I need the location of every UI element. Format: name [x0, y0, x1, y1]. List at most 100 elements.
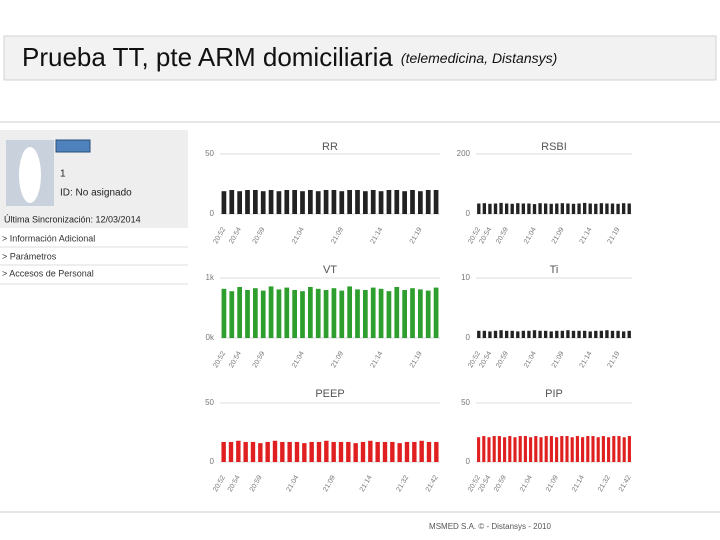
bar — [627, 436, 631, 462]
bar — [591, 436, 595, 462]
title-sub: (telemedicina, Distansys) — [401, 50, 557, 66]
y-tick-label: 10 — [461, 273, 470, 282]
bar — [353, 443, 358, 462]
bar — [245, 290, 250, 338]
bar — [418, 191, 423, 214]
bar — [370, 287, 376, 338]
bar — [339, 290, 345, 338]
bar — [434, 441, 439, 462]
y-tick-label: 0 — [466, 209, 471, 218]
bar — [378, 288, 384, 338]
bar — [539, 437, 543, 462]
bar — [404, 441, 410, 462]
bar — [287, 441, 292, 462]
bar — [566, 330, 570, 338]
x-tick-label: 21:14 — [359, 474, 374, 493]
bar — [565, 436, 569, 462]
bar — [419, 440, 424, 462]
bar — [588, 331, 592, 338]
bar — [402, 191, 407, 214]
bar — [229, 190, 235, 214]
bar — [410, 190, 415, 214]
x-tick-label: 20:59 — [252, 226, 267, 245]
bar — [412, 441, 417, 462]
slide-title: Prueba TT, pte ARM domiciliaria (telemedi… — [22, 42, 557, 72]
bar — [508, 436, 512, 462]
bar — [433, 287, 439, 338]
bar — [360, 441, 366, 462]
bar — [425, 190, 431, 214]
bar — [308, 287, 313, 338]
bar — [527, 330, 531, 338]
bar — [543, 203, 548, 214]
x-tick-label: 21:42 — [618, 474, 633, 493]
bar — [516, 203, 520, 214]
bar — [555, 203, 559, 214]
y-tick-label: 0 — [210, 457, 215, 466]
button[interactable] — [55, 139, 91, 153]
bar — [316, 441, 322, 462]
chart-title: VT — [323, 264, 337, 276]
bar — [425, 290, 431, 338]
title-band — [3, 35, 717, 81]
bar — [527, 203, 531, 214]
bar — [243, 441, 248, 462]
bar — [622, 437, 626, 462]
x-tick-label: 21:04 — [291, 226, 306, 245]
bar — [493, 330, 498, 338]
bar — [276, 289, 282, 338]
bar — [571, 203, 576, 214]
bar — [477, 203, 481, 214]
x-tick-label: 21:14 — [370, 226, 385, 245]
x-tick-label: 20:59 — [493, 474, 508, 493]
x-tick-label: 21:19 — [607, 350, 622, 369]
bar — [323, 190, 329, 214]
bar — [347, 286, 352, 338]
bar — [260, 290, 266, 338]
bar — [309, 441, 314, 462]
x-tick-label: 20:59 — [495, 226, 510, 245]
bar — [294, 441, 300, 462]
bar — [555, 330, 559, 338]
bar — [582, 330, 587, 338]
x-tick-label: 21:04 — [519, 474, 534, 493]
x-tick-label: 21:04 — [523, 226, 538, 245]
bar — [492, 436, 496, 462]
bar — [616, 203, 620, 214]
bar — [315, 191, 321, 214]
bar — [433, 190, 439, 214]
bar — [560, 330, 565, 338]
nav-link[interactable]: > Información Adicional — [2, 233, 95, 243]
y-tick-label: 0 — [210, 209, 215, 218]
bar — [386, 190, 392, 214]
x-tick-label: 20:54 — [227, 474, 242, 493]
nav-link[interactable]: > Parámetros — [2, 251, 57, 261]
bar — [482, 330, 487, 338]
x-tick-label: 21:04 — [523, 350, 538, 369]
bar — [493, 203, 498, 214]
x-tick-label: 21:14 — [579, 226, 594, 245]
bar — [610, 203, 615, 214]
bar — [538, 330, 542, 338]
y-tick-label: 0 — [466, 333, 471, 342]
x-tick-label: 21:32 — [597, 474, 612, 493]
bar — [566, 203, 570, 214]
bar — [549, 436, 553, 462]
bar — [368, 440, 373, 462]
bar — [284, 190, 290, 214]
bar — [221, 191, 227, 214]
bar — [504, 330, 509, 338]
chart-title: Ti — [550, 264, 559, 276]
patient-id: ID: No asignado — [60, 188, 132, 199]
x-tick-label: 20:52 — [212, 226, 227, 245]
bar — [477, 437, 481, 462]
x-tick-label: 20:59 — [495, 350, 510, 369]
bar — [588, 203, 592, 214]
bar — [268, 190, 274, 214]
x-tick-label: 20:59 — [252, 350, 267, 369]
nav-link[interactable]: > Accesos de Personal — [2, 268, 94, 278]
bar — [571, 330, 576, 338]
bar — [250, 441, 256, 462]
x-tick-label: 21:14 — [370, 350, 385, 369]
bar — [617, 436, 621, 462]
